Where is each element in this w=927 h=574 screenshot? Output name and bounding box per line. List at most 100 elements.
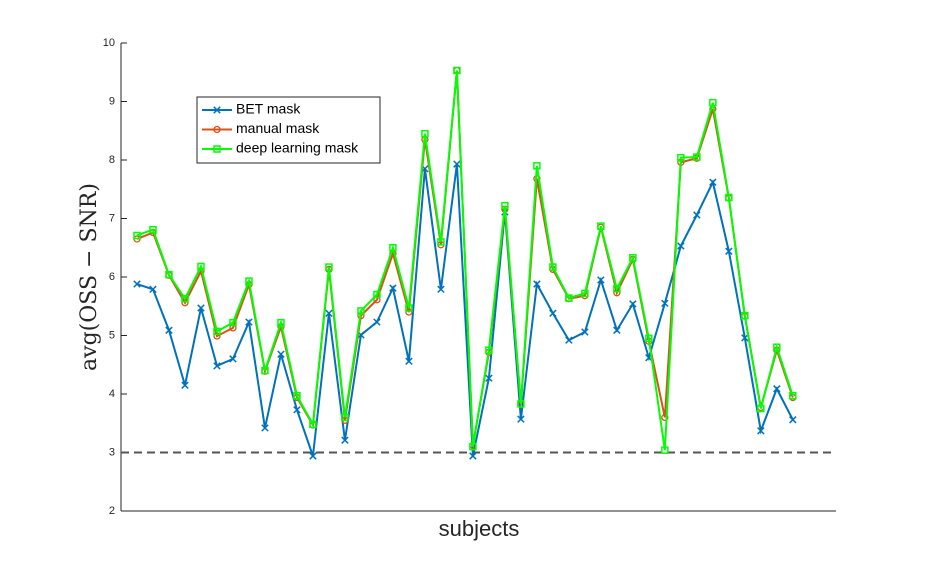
marker [549,263,557,271]
marker [725,247,733,255]
marker [181,294,189,303]
marker [597,276,605,284]
marker [453,160,461,168]
marker [661,413,669,422]
marker [309,420,317,429]
marker [757,404,765,413]
marker [677,153,685,162]
marker [405,304,413,312]
marker [197,262,205,271]
marker [405,308,413,316]
marker [453,66,461,75]
marker [581,328,589,336]
marker [565,336,573,344]
marker [165,326,173,334]
marker [613,284,621,293]
marker [789,392,797,400]
marker [693,211,701,219]
marker [213,332,221,340]
marker [677,242,685,250]
y-tick-label: 5 [109,329,115,341]
y-tick-label: 9 [109,95,115,107]
marker [213,362,221,370]
marker [533,162,541,170]
marker [181,381,189,389]
marker [709,98,717,107]
marker [389,244,397,252]
marker [517,400,525,408]
y-tick-label: 7 [109,212,115,224]
marker [485,346,493,354]
y-tick-label: 2 [109,505,115,517]
marker [325,309,333,318]
marker [277,318,285,327]
marker [293,392,301,400]
marker [213,125,221,134]
marker [245,277,253,285]
marker [277,350,285,358]
marker [709,178,717,186]
marker [213,106,221,114]
marker [741,311,749,320]
marker [693,153,701,161]
marker [165,270,173,279]
marker [261,424,269,432]
marker [597,222,605,230]
marker [661,299,669,308]
y-tick-label: 8 [109,154,115,166]
marker [501,201,509,210]
marker [437,285,445,294]
marker [757,427,765,435]
marker [133,231,141,240]
legend-label: manual mask [236,120,320,136]
marker [373,290,381,299]
marker [517,415,525,423]
marker [341,436,349,444]
series-line [136,163,794,457]
marker [293,406,301,414]
marker [421,129,429,138]
marker [533,280,541,288]
y-tick-label: 3 [109,446,115,458]
legend-label: BET mask [236,101,301,117]
y-tick-label: 4 [109,388,115,400]
marker [773,385,781,393]
marker [437,238,445,246]
marker [213,145,221,153]
marker [549,309,557,318]
marker [389,284,397,292]
marker [469,442,477,451]
marker [149,225,157,234]
marker [629,253,637,262]
marker [261,366,269,375]
marker [197,304,205,312]
marker [565,294,573,302]
marker [325,263,333,271]
marker [581,289,589,298]
legend-label: deep learning mask [236,140,359,156]
marker [229,355,237,363]
marker [309,452,317,460]
y-tick-label: 6 [109,271,115,283]
x-axis-label: subjects [439,516,520,541]
marker [229,318,237,327]
marker [341,413,349,422]
marker [245,318,253,326]
marker [725,193,733,202]
marker [469,452,477,460]
marker [373,318,381,326]
marker [789,416,797,424]
marker [405,357,413,365]
y-axis-label: avg(OSS − SNR) [77,183,102,371]
marker [773,343,781,351]
y-tick-label: 10 [103,37,115,49]
marker [629,300,637,308]
marker [741,334,749,342]
marker [149,285,157,294]
marker [613,326,621,334]
marker [661,446,669,454]
marker [645,334,653,343]
marker [133,280,141,288]
